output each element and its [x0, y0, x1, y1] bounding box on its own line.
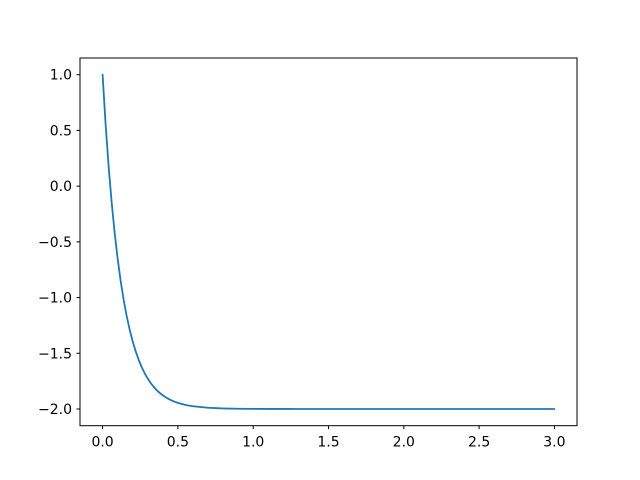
y-tick-label: 0.0 — [50, 179, 72, 195]
x-tick-label: 0.0 — [91, 435, 113, 451]
y-tick-label: −1.5 — [38, 346, 72, 362]
x-tick-label: 0.5 — [167, 435, 189, 451]
x-tick-label: 1.5 — [317, 435, 339, 451]
x-tick-label: 2.0 — [393, 435, 415, 451]
x-tick-label: 2.5 — [468, 435, 490, 451]
x-tick-label: 3.0 — [543, 435, 565, 451]
y-tick-label: 1.0 — [50, 68, 72, 84]
x-tick-label: 1.0 — [242, 435, 264, 451]
series-line-decay-curve — [101, 73, 556, 410]
y-tick-label: −1.0 — [38, 291, 72, 307]
y-tick-label: 0.5 — [50, 123, 72, 139]
y-tick-label: −2.0 — [38, 402, 72, 418]
y-tick-label: −0.5 — [38, 235, 72, 251]
